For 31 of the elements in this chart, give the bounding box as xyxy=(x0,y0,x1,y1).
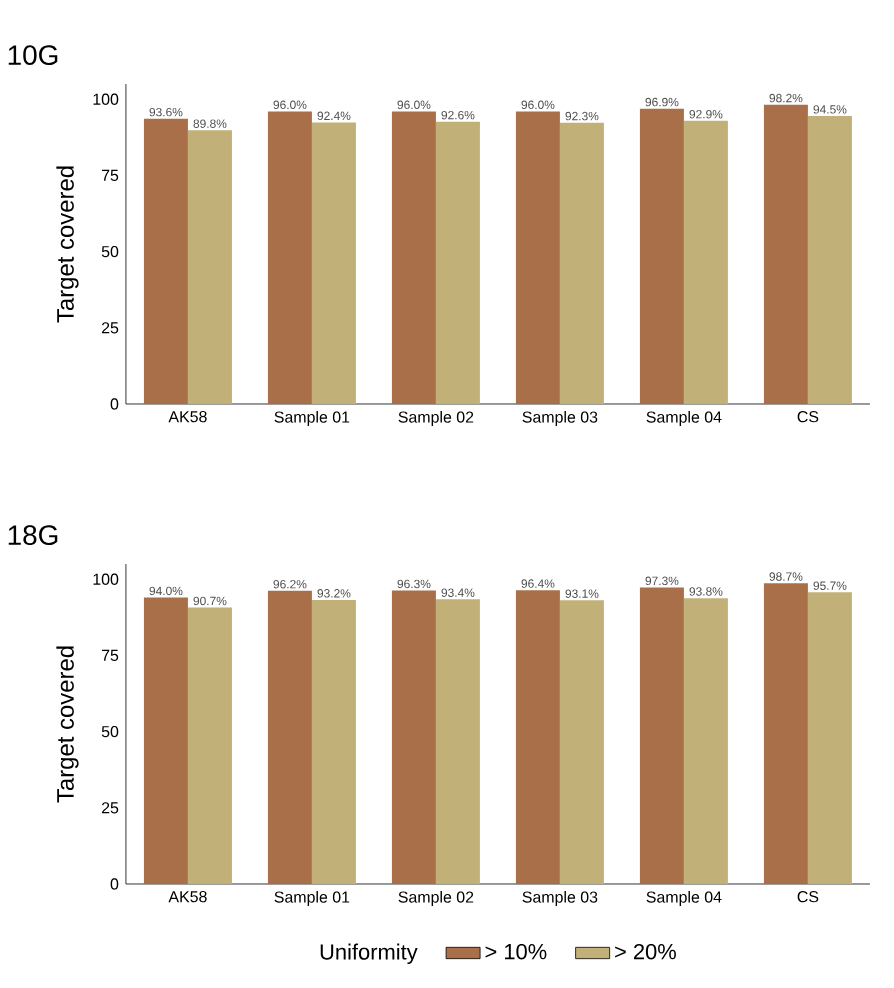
bar xyxy=(559,122,604,404)
bar xyxy=(187,130,232,404)
bar xyxy=(311,122,356,404)
bar xyxy=(143,597,188,884)
bar xyxy=(391,590,436,884)
y-axis-title: Target covered xyxy=(56,646,79,803)
bar xyxy=(435,599,480,884)
bar xyxy=(435,121,480,404)
y-axis-title: Target covered xyxy=(56,166,79,323)
chart-title: 18G xyxy=(8,525,58,546)
bar xyxy=(639,587,684,884)
chart-title: 10G xyxy=(8,45,58,66)
legend-label: > 10% xyxy=(485,943,547,960)
bar xyxy=(639,108,684,404)
bar xyxy=(143,118,188,404)
bar xyxy=(683,120,728,404)
bar xyxy=(683,598,728,884)
bar xyxy=(763,104,808,404)
bar xyxy=(807,592,852,884)
bar xyxy=(807,116,852,404)
legend-title: Uniformity xyxy=(320,943,418,964)
bar xyxy=(267,590,312,884)
bar xyxy=(763,583,808,884)
bar xyxy=(515,590,560,884)
bar xyxy=(559,600,604,884)
legend-label: > 20% xyxy=(615,943,676,960)
bar xyxy=(267,111,312,404)
bar xyxy=(187,607,232,884)
bar xyxy=(311,599,356,884)
bar xyxy=(391,111,436,404)
bar xyxy=(515,111,560,404)
